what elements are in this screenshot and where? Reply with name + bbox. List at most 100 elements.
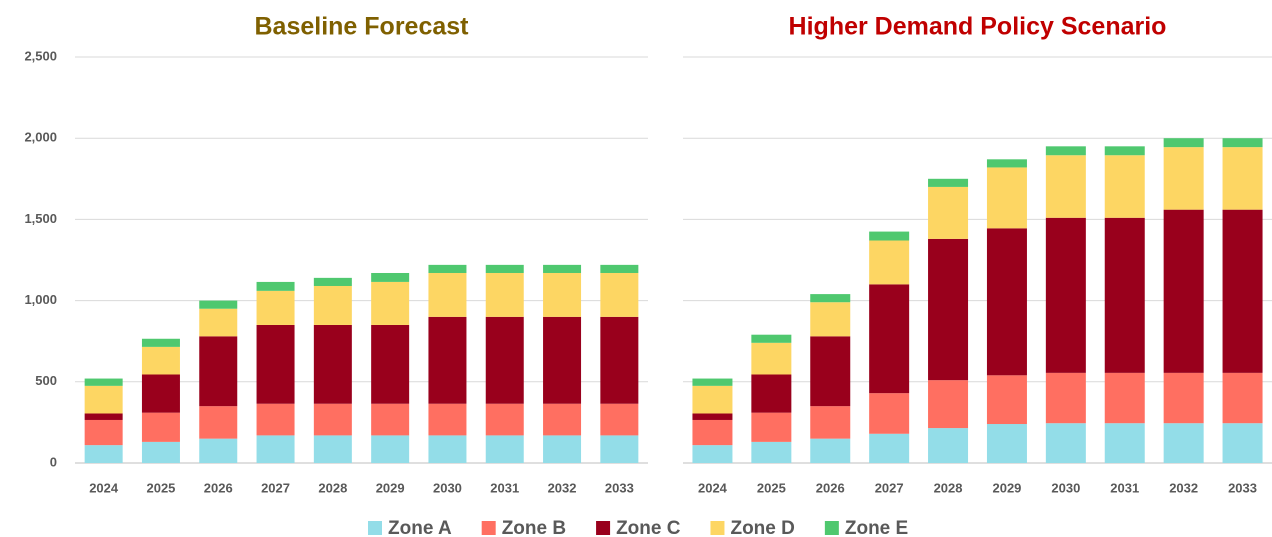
bar-segment — [928, 238, 969, 381]
bar-segment — [986, 159, 1027, 168]
bar-segment — [199, 336, 238, 407]
bar-segment — [543, 316, 582, 404]
bar-segment — [199, 300, 238, 309]
bar-segment — [428, 435, 467, 463]
bar-segment — [986, 228, 1027, 376]
bar-segment — [84, 419, 123, 446]
bar-segment — [543, 403, 582, 436]
bar-segment — [692, 419, 733, 446]
bar-segment — [1045, 155, 1086, 218]
bar-segment — [371, 272, 410, 282]
x-tick-label: 2029 — [376, 480, 405, 495]
bar-segment — [600, 264, 639, 273]
bar-segment — [928, 178, 969, 187]
x-tick-label: 2028 — [318, 480, 347, 495]
bar-segment — [199, 438, 238, 463]
bar-segment — [1163, 209, 1204, 373]
bar-segment — [751, 374, 792, 413]
x-tick-label: 2025 — [757, 480, 786, 495]
bar-segment — [600, 316, 639, 404]
bar-segment — [543, 272, 582, 317]
x-tick-label: 2027 — [875, 480, 904, 495]
bar-segment — [428, 403, 467, 436]
bar-segment — [810, 336, 851, 407]
bar-segment — [84, 445, 123, 463]
bar-segment — [1104, 146, 1145, 156]
bar-segment — [256, 324, 295, 404]
bar-segment — [751, 412, 792, 442]
bar-segment — [313, 435, 352, 463]
legend-swatch — [368, 521, 382, 535]
bar-segment — [428, 272, 467, 317]
bar-segment — [141, 374, 180, 413]
bar-segment — [1163, 372, 1204, 424]
bar-segment — [1045, 372, 1086, 424]
legend-label: Zone D — [730, 518, 794, 537]
x-tick-label: 2033 — [605, 480, 634, 495]
x-tick-label: 2027 — [261, 480, 290, 495]
bar-segment — [84, 413, 123, 420]
bar-segment — [986, 167, 1027, 229]
bar-segment — [1222, 209, 1263, 373]
bar-segment — [485, 435, 524, 463]
bar-segment — [692, 378, 733, 386]
bar-segment — [141, 441, 180, 463]
y-tick-label: 1,000 — [24, 292, 57, 307]
bar-segment — [600, 403, 639, 436]
bar-segment — [869, 284, 910, 394]
legend-label: Zone E — [845, 518, 908, 537]
bar-segment — [428, 264, 467, 273]
bar-segment — [141, 346, 180, 375]
x-tick-label: 2026 — [816, 480, 845, 495]
x-tick-label: 2025 — [146, 480, 175, 495]
bar-segment — [1045, 423, 1086, 463]
chart-title: Baseline Forecast — [255, 13, 470, 41]
bar-segment — [256, 403, 295, 436]
bar-segment — [751, 441, 792, 463]
bar-segment — [1045, 146, 1086, 156]
x-tick-label: 2030 — [1051, 480, 1080, 495]
bar-segment — [485, 272, 524, 317]
x-tick-label: 2024 — [89, 480, 119, 495]
bar-segment — [986, 375, 1027, 425]
bar-segment — [1104, 423, 1145, 463]
bar-segment — [692, 385, 733, 414]
bar-segment — [692, 413, 733, 420]
legend-label: Zone A — [388, 518, 452, 537]
bar-segment — [256, 290, 295, 325]
bar-segment — [1163, 147, 1204, 210]
bar-segment — [313, 285, 352, 325]
bar-segment — [543, 435, 582, 463]
bar-segment — [1222, 147, 1263, 210]
bar-segment — [1222, 138, 1263, 148]
bar-segment — [141, 338, 180, 347]
legend-label: Zone B — [502, 518, 566, 537]
bar-segment — [869, 393, 910, 434]
bar-segment — [869, 433, 910, 463]
bar-segment — [485, 316, 524, 404]
bar-segment — [810, 438, 851, 463]
bar-segment — [1104, 217, 1145, 373]
bar-segment — [543, 264, 582, 273]
x-tick-label: 2030 — [433, 480, 462, 495]
chart-title: Higher Demand Policy Scenario — [789, 13, 1167, 41]
bar-segment — [751, 342, 792, 375]
bar-segment — [810, 302, 851, 337]
bar-segment — [199, 406, 238, 439]
bar-segment — [600, 435, 639, 463]
x-tick-label: 2033 — [1228, 480, 1257, 495]
legend-swatch — [481, 521, 496, 535]
bar-segment — [1163, 423, 1204, 463]
legend-swatch — [596, 521, 611, 535]
bar-segment — [928, 428, 969, 463]
bar-segment — [1104, 372, 1145, 424]
bar-segment — [313, 403, 352, 436]
y-tick-label: 1,500 — [24, 211, 57, 226]
x-tick-label: 2032 — [1169, 480, 1198, 495]
bar-segment — [751, 334, 792, 343]
bar-segment — [986, 424, 1027, 463]
bar-segment — [1104, 155, 1145, 218]
bar-segment — [928, 186, 969, 239]
y-tick-label: 0 — [50, 454, 57, 469]
